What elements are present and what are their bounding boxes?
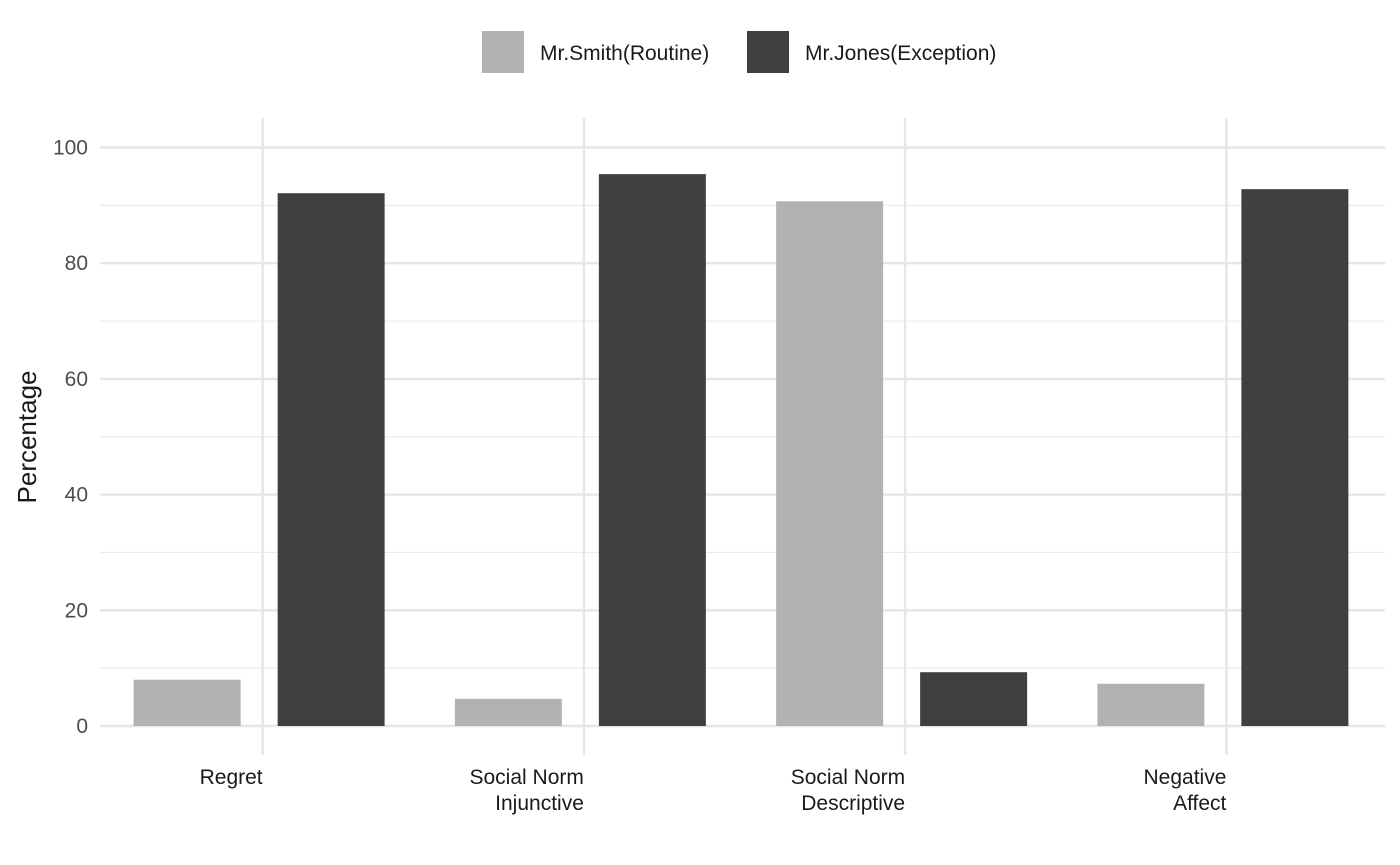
y-tick-label: 100: [53, 137, 88, 160]
legend-label: Mr.Jones(Exception): [805, 42, 996, 65]
bar-routine-1: [454, 698, 562, 726]
y-tick-label: 40: [65, 484, 88, 507]
bar-routine-3: [1097, 683, 1205, 726]
x-category-label: Social Norm: [470, 766, 584, 789]
x-category-label: Negative: [1143, 766, 1226, 789]
legend-label: Mr.Smith(Routine): [540, 42, 709, 65]
x-category-label: Injunctive: [495, 792, 584, 815]
legend-key: [482, 31, 524, 73]
bar-routine-0: [133, 679, 241, 726]
bar-exception-0: [277, 193, 385, 726]
bar-exception-3: [1241, 189, 1349, 727]
bar-routine-2: [776, 201, 884, 726]
y-axis-ticks: 0 20 40 60 80 100: [53, 137, 88, 739]
y-tick-label: 60: [65, 368, 88, 391]
x-category-label: Social Norm: [791, 766, 905, 789]
legend-key: [747, 31, 789, 73]
y-tick-label: 20: [65, 599, 88, 622]
x-axis-categories: Regret Social Norm Injunctive Social Norm De…: [200, 766, 1227, 815]
bar-exception-1: [598, 174, 706, 727]
y-tick-label: 80: [65, 252, 88, 275]
x-category-label: Regret: [200, 766, 263, 789]
bars: [133, 174, 1349, 727]
y-axis-title: Percentage: [12, 371, 42, 504]
x-category-label: Affect: [1173, 792, 1226, 815]
y-tick-label: 0: [76, 715, 88, 738]
x-category-label: Descriptive: [801, 792, 905, 815]
legend: Mr.Smith(Routine) Mr.Jones(Exception): [482, 31, 996, 73]
bar-exception-2: [920, 672, 1028, 726]
